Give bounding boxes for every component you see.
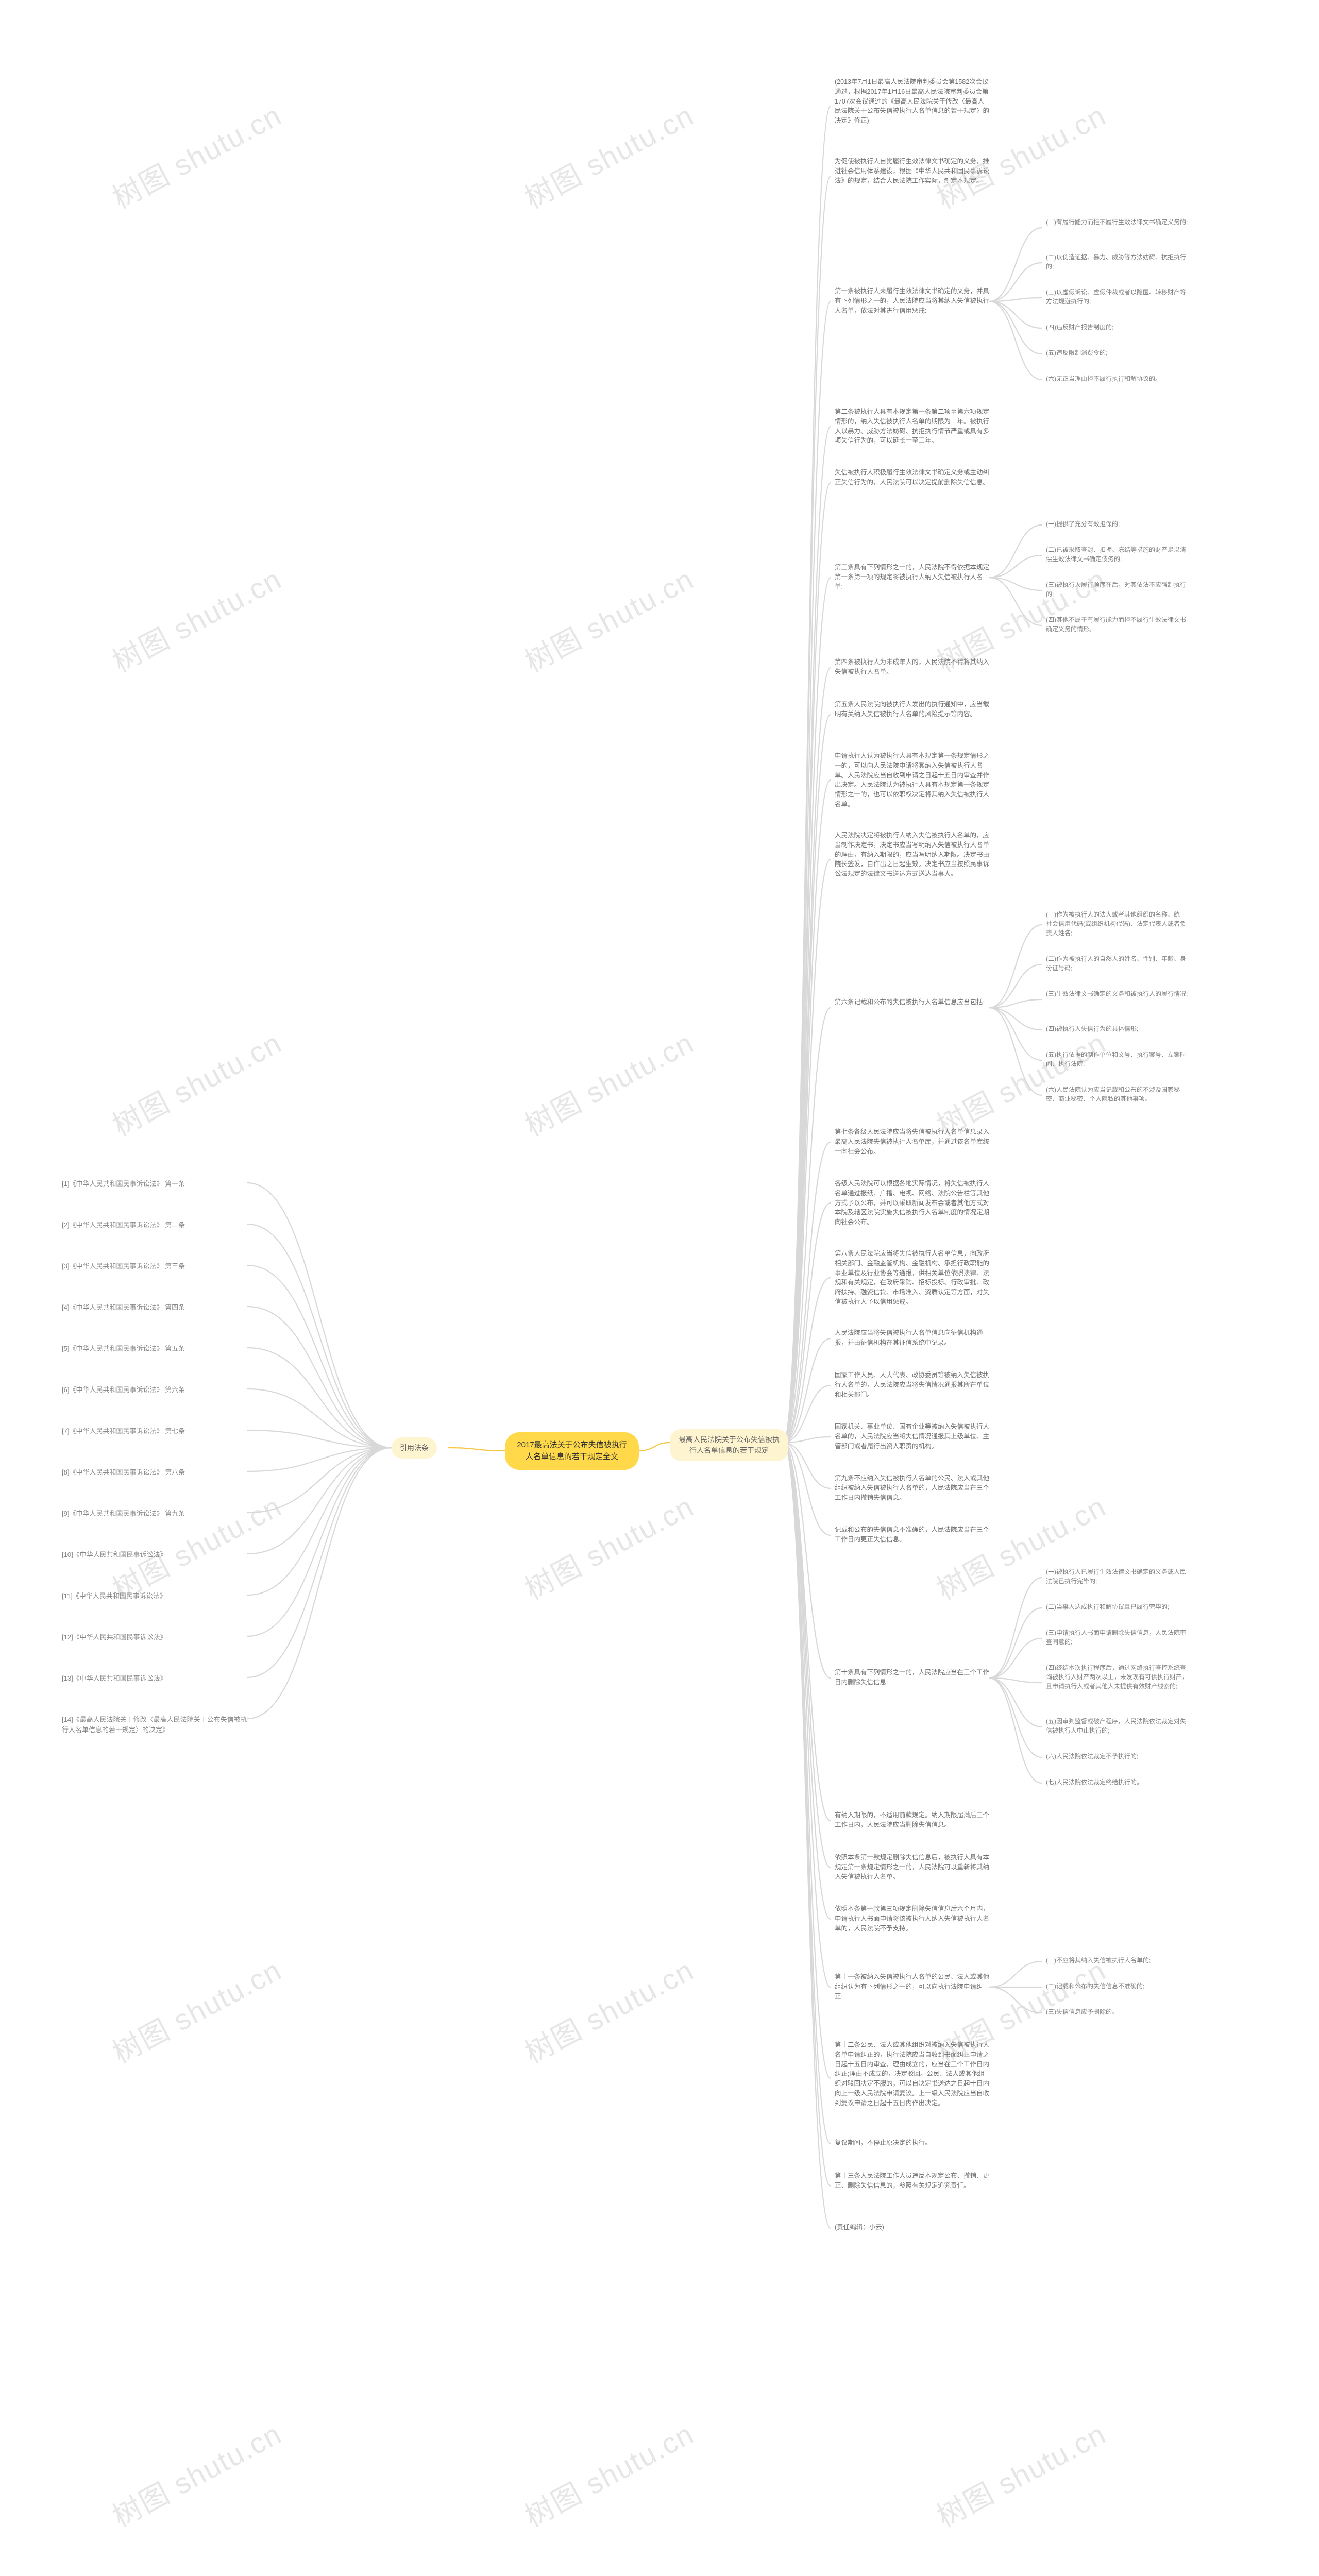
watermark: 树图 shutu.cn [516,1947,700,2072]
article-24: 第十二条公民、法人或其他组织对被纳入失信被执行人名单申请纠正的，执行法院应当自收… [835,2040,989,2108]
ref-13: [13]《中华人民共和国民事诉讼法》 [62,1673,167,1684]
article-21: 依照本条第一款规定删除失信信息后，被执行人具有本规定第一条规定情形之一的，人民法… [835,1853,989,1882]
watermark: 树图 shutu.cn [104,93,288,217]
article-2: 第一条被执行人未履行生效法律文书确定的义务，并具有下列情形之一的，人民法院应当将… [835,286,989,315]
article-10-sub-0: (一)作为被执行人的法人或者其他组织的名称、统一社会信用代码(或组织机构代码)、… [1046,910,1190,938]
branch-articles: 最高人民法院关于公布失信被执行人名单信息的若干规定 [670,1429,788,1461]
article-10-sub-3: (四)被执行人失信行为的具体情形; [1046,1024,1138,1033]
article-8: 申请执行人认为被执行人具有本规定第一条规定情形之一的，可以向人民法院申请将其纳入… [835,751,989,809]
watermark: 树图 shutu.cn [516,1020,700,1144]
ref-2: [2]《中华人民共和国民事诉讼法》 第二条 [62,1220,185,1230]
article-27: (责任编辑：小云) [835,2223,884,2232]
article-6: 第四条被执行人为未成年人的，人民法院不得将其纳入失信被执行人名单。 [835,657,989,677]
article-5-sub-3: (四)其他不属于有履行能力而拒不履行生效法律文书确定义务的情形。 [1046,615,1190,634]
branch-refs: 引用法条 [392,1437,437,1459]
article-7: 第五条人民法院向被执行人发出的执行通知中，应当载明有关纳入失信被执行人名单的风险… [835,700,989,719]
root-node: 2017最高法关于公布失信被执行人名单信息的若干规定全文 [505,1432,639,1470]
ref-7: [7]《中华人民共和国民事诉讼法》 第七条 [62,1426,185,1436]
article-26: 第十三条人民法院工作人员违反本规定公布、撤销、更正、删除失信信息的，参照有关规定… [835,2171,989,2191]
article-10-sub-1: (二)作为被执行人的自然人的姓名、性别、年龄、身份证号码; [1046,954,1190,973]
article-9: 人民法院决定将被执行人纳入失信被执行人名单的，应当制作决定书，决定书应当写明纳入… [835,831,989,879]
watermark: 树图 shutu.cn [104,1947,288,2072]
article-19-sub-2: (三)申请执行人书面申请删除失信信息，人民法院审查同意的; [1046,1628,1190,1647]
watermark: 树图 shutu.cn [104,1484,288,1608]
watermark: 树图 shutu.cn [928,1020,1112,1144]
ref-9: [9]《中华人民共和国民事诉讼法》 第九条 [62,1509,185,1519]
article-1: 为促使被执行人自觉履行生效法律文书确定的义务，推进社会信用体系建设，根据《中华人… [835,157,989,185]
ref-5: [5]《中华人民共和国民事诉讼法》 第五条 [62,1344,185,1354]
ref-3: [3]《中华人民共和国民事诉讼法》 第三条 [62,1261,185,1272]
article-10-sub-2: (三)生效法律文书确定的义务和被执行人的履行情况; [1046,989,1188,998]
ref-14: [14]《最高人民法院关于修改〈最高人民法院关于公布失信被执行人名单信息的若干规… [62,1715,247,1735]
article-13: 第八条人民法院应当将失信被执行人名单信息，向政府相关部门、金融监管机构、金融机构… [835,1249,989,1307]
article-23-sub-2: (三)失信信息应予删除的。 [1046,2007,1118,2016]
article-11: 第七条各级人民法院应当将失信被执行人名单信息录入最高人民法院失信被执行人名单库，… [835,1127,989,1156]
ref-1: [1]《中华人民共和国民事诉讼法》 第一条 [62,1179,185,1189]
ref-8: [8]《中华人民共和国民事诉讼法》 第八条 [62,1467,185,1478]
article-22: 依照本条第一款第三项规定删除失信信息后六个月内，申请执行人书面申请将该被执行人纳… [835,1904,989,1933]
watermark: 树图 shutu.cn [516,1484,700,1608]
watermark: 树图 shutu.cn [516,93,700,217]
article-3: 第二条被执行人具有本规定第一条第二项至第六项规定情形的，纳入失信被执行人名单的期… [835,407,989,446]
article-2-sub-2: (三)以虚假诉讼、虚假仲裁或者以隐匿、转移财产等方法规避执行的; [1046,287,1190,306]
article-19-sub-1: (二)当事人达成执行和解协议且已履行完毕的; [1046,1602,1169,1612]
article-5-sub-2: (三)被执行人履行顺序在后，对其依法不应强制执行的; [1046,580,1190,599]
ref-6: [6]《中华人民共和国民事诉讼法》 第六条 [62,1385,185,1395]
ref-12: [12]《中华人民共和国民事诉讼法》 [62,1632,167,1642]
article-10-sub-4: (五)执行依据的制作单位和文号、执行案号、立案时间、执行法院; [1046,1050,1190,1069]
article-2-sub-0: (一)有履行能力而拒不履行生效法律文书确定义务的; [1046,217,1188,227]
watermark: 树图 shutu.cn [516,2411,700,2535]
article-15: 国家工作人员、人大代表、政协委员等被纳入失信被执行人名单的，人民法院应当将失信情… [835,1370,989,1399]
article-25: 复议期间，不停止原决定的执行。 [835,2138,932,2148]
ref-11: [11]《中华人民共和国民事诉讼法》 [62,1591,166,1601]
watermark: 树图 shutu.cn [104,556,288,681]
article-10-sub-5: (六)人民法院认为应当记载和公布的不涉及国家秘密、商业秘密、个人隐私的其他事项。 [1046,1085,1190,1104]
article-2-sub-5: (六)无正当理由拒不履行执行和解协议的。 [1046,374,1161,383]
article-19-sub-5: (六)人民法院依法裁定不予执行的; [1046,1752,1138,1761]
article-19-sub-6: (七)人民法院依法裁定终结执行的。 [1046,1777,1143,1787]
watermark: 树图 shutu.cn [104,2411,288,2535]
article-14: 人民法院应当将失信被执行人名单信息向征信机构通报，并由征信机构在其征信系统中记录… [835,1328,989,1348]
article-19: 第十条具有下列情形之一的，人民法院应当在三个工作日内删除失信信息: [835,1668,989,1687]
ref-10: [10]《中华人民共和国民事诉讼法》 [62,1550,167,1560]
watermark: 树图 shutu.cn [104,1020,288,1144]
article-2-sub-4: (五)违反限制消费令的; [1046,348,1107,358]
ref-4: [4]《中华人民共和国民事诉讼法》 第四条 [62,1302,185,1313]
watermark: 树图 shutu.cn [516,556,700,681]
watermark: 树图 shutu.cn [928,2411,1112,2535]
article-18: 记载和公布的失信信息不准确的，人民法院应当在三个工作日内更正失信信息。 [835,1525,989,1545]
article-5-sub-0: (一)提供了充分有效担保的; [1046,519,1120,529]
article-23: 第十一条被纳入失信被执行人名单的公民、法人或其他组织认为有下列情形之一的，可以向… [835,1972,989,2001]
article-5: 第三条具有下列情形之一的，人民法院不得依据本规定第一条第一项的规定将被执行人纳入… [835,563,989,591]
article-12: 各级人民法院可以根据各地实际情况，将失信被执行人名单通过报纸、广播、电视、网络、… [835,1179,989,1227]
article-10: 第六条记载和公布的失信被执行人名单信息应当包括: [835,997,985,1007]
article-19-sub-3: (四)终结本次执行程序后，通过网络执行查控系统查询被执行人财产两次以上，未发现有… [1046,1663,1190,1691]
article-16: 国家机关、事业单位、国有企业等被纳入失信被执行人名单的，人民法院应当将失信情况通… [835,1422,989,1451]
article-0: (2013年7月1日最高人民法院审判委员会第1582次会议通过，根据2017年1… [835,77,989,126]
article-5-sub-1: (二)已被采取查封、扣押、冻结等措施的财产足以清偿生效法律文书确定债务的; [1046,545,1190,564]
article-4: 失信被执行人积极履行生效法律文书确定义务或主动纠正失信行为的，人民法院可以决定提… [835,468,989,487]
article-19-sub-0: (一)被执行人已履行生效法律文书确定的义务或人民法院已执行完毕的; [1046,1567,1190,1586]
article-19-sub-4: (五)因审判监督或破产程序，人民法院依法裁定对失信被执行人中止执行的; [1046,1717,1190,1735]
article-23-sub-1: (二)记载和公布的失信信息不准确的; [1046,1981,1144,1991]
article-20: 有纳入期限的，不适用前款规定。纳入期限届满后三个工作日内，人民法院应当删除失信信… [835,1810,989,1830]
article-2-sub-3: (四)违反财产报告制度的; [1046,323,1113,332]
article-17: 第九条不应纳入失信被执行人名单的公民、法人或其他组织被纳入失信被执行人名单的，人… [835,1473,989,1502]
article-2-sub-1: (二)以伪造证据、暴力、威胁等方法妨碍、抗拒执行的; [1046,252,1190,271]
article-23-sub-0: (一)不应将其纳入失信被执行人名单的; [1046,1956,1151,1965]
